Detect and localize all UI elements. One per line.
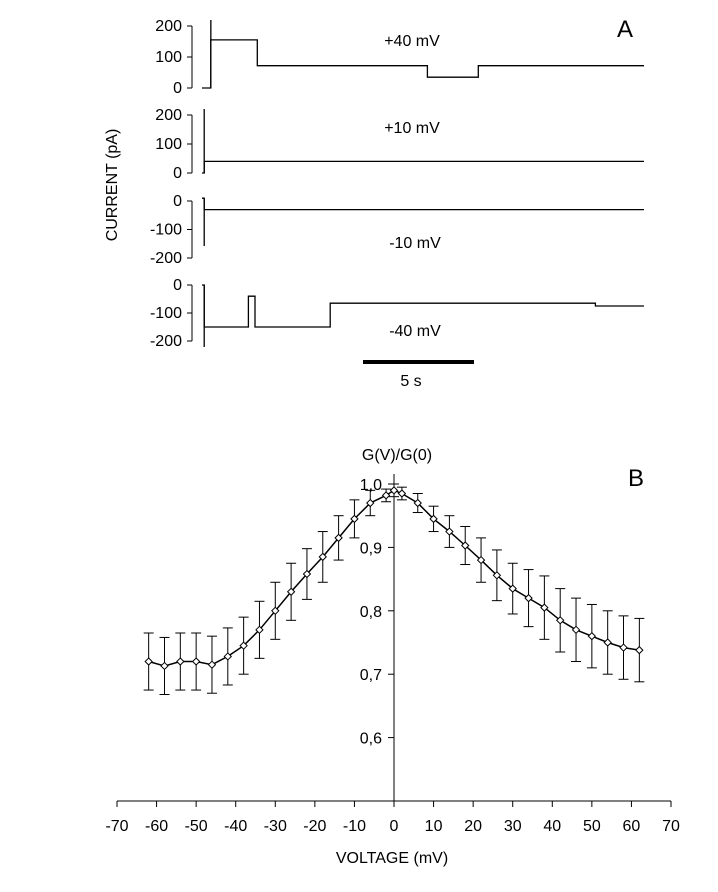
- data-point: [381, 491, 391, 500]
- data-point: [318, 552, 327, 562]
- trace-tick-label: 0: [173, 165, 182, 182]
- panel-b: B G(V)/G(0) VOLTAGE (mV) -70 -60 -50 -40 -30…: [105, 447, 680, 867]
- data-point: [286, 587, 296, 596]
- data-point: [366, 498, 375, 508]
- x-tick-label: -20: [303, 818, 326, 835]
- data-point: [160, 661, 169, 671]
- data-point: [223, 652, 233, 661]
- panel-a-label: A: [617, 16, 633, 43]
- trace-tick-label: -200: [150, 333, 182, 350]
- data-point: [255, 625, 264, 635]
- data-point: [397, 489, 407, 498]
- data-point: [555, 616, 565, 625]
- trace-tick-label: -100: [150, 222, 182, 239]
- trace-tick-label: -200: [150, 250, 182, 267]
- y-tick-label: 0,6: [360, 731, 382, 748]
- data-point: [492, 571, 502, 580]
- y-tick-label: 0,7: [360, 667, 382, 684]
- data-point: [619, 643, 628, 652]
- data-point: [476, 555, 486, 565]
- scale-bar-label: 5 s: [400, 373, 421, 390]
- data-point: [635, 645, 644, 655]
- data-point: [413, 498, 422, 508]
- data-point: [587, 631, 597, 641]
- x-tick-label: 50: [583, 818, 601, 835]
- x-tick-label: -10: [343, 818, 366, 835]
- x-tick-label: 30: [504, 818, 522, 835]
- panel-b-ylabel: G(V)/G(0): [362, 447, 432, 464]
- data-point: [461, 541, 470, 550]
- data-point: [445, 527, 454, 536]
- data-point: [350, 514, 359, 524]
- trace-tick-label: 200: [155, 107, 182, 124]
- x-tick-label: 10: [425, 818, 443, 835]
- x-ticks: -70 -60 -50 -40 -30 -20 -10 0 10 20 30 40 50 60 70: [105, 801, 680, 835]
- data-point: [524, 593, 533, 603]
- x-tick-label: 20: [464, 818, 482, 835]
- x-tick-label: -40: [224, 818, 247, 835]
- data-point: [571, 625, 581, 635]
- y-tick-label: 0,9: [360, 540, 382, 557]
- data-point: [302, 569, 312, 579]
- data-point: [176, 657, 185, 666]
- data-point: [191, 657, 201, 666]
- trace-tick-label: 0: [173, 193, 182, 210]
- trace-tick-label: 0: [173, 80, 182, 97]
- x-tick-label: 40: [543, 818, 561, 835]
- trace-label: +10 mV: [384, 120, 440, 137]
- x-tick-label: -70: [105, 818, 128, 835]
- data-point: [429, 514, 438, 524]
- panel-a: A CURRENT (pA) 0 100 200 +40 mV 0 100 200 +10 m…: [104, 16, 644, 390]
- trace-2: [202, 197, 644, 211]
- data-points: [144, 486, 644, 671]
- data-point: [603, 638, 612, 647]
- data-point: [144, 657, 153, 666]
- x-tick-label: 0: [390, 818, 399, 835]
- panel-a-ylabel: CURRENT (pA): [104, 129, 121, 242]
- x-tick-label: -50: [185, 818, 208, 835]
- traces-group: 0 100 200 +40 mV 0 100 200 +10 mV -200 -100 0 -10 m…: [150, 18, 644, 350]
- trace-tick-label: 0: [173, 277, 182, 294]
- y-tick-label: 0,8: [360, 604, 382, 621]
- x-tick-label: 70: [662, 818, 680, 835]
- data-point: [334, 533, 343, 543]
- trace-tick-label: 200: [155, 18, 182, 35]
- x-tick-label: -60: [145, 818, 168, 835]
- panel-b-xlabel: VOLTAGE (mV): [336, 850, 448, 867]
- trace-tick-label: -100: [150, 305, 182, 322]
- x-tick-label: -30: [264, 818, 287, 835]
- x-tick-label: 60: [623, 818, 641, 835]
- data-point: [389, 486, 399, 495]
- trace-3: [202, 284, 644, 328]
- data-point: [207, 660, 217, 669]
- data-point: [271, 606, 280, 616]
- y-tick-label: 1,0: [360, 477, 382, 494]
- trace-label: -40 mV: [389, 323, 441, 340]
- data-point: [239, 641, 248, 650]
- trace-label: -10 mV: [389, 235, 441, 252]
- data-point: [540, 603, 549, 612]
- y-ticks: 0,6 0,7 0,8 0,9 1,0: [360, 477, 394, 748]
- trace-tick-label: 100: [155, 49, 182, 66]
- trace-tick-label: 100: [155, 136, 182, 153]
- data-point: [508, 584, 517, 593]
- panel-b-label: B: [628, 465, 644, 492]
- trace-label: +40 mV: [384, 33, 440, 50]
- trace-1: [202, 160, 644, 174]
